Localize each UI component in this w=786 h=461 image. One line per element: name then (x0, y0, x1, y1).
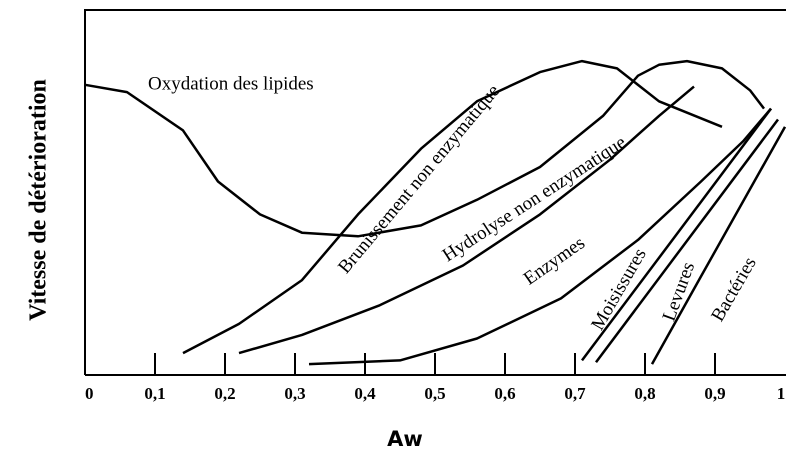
x-tick-label: 1 (777, 384, 786, 403)
curve (594, 118, 780, 363)
x-tick-label: 0,1 (144, 384, 165, 403)
curve-label: Oxydation des lipides (148, 73, 314, 94)
x-tick-label: 0,7 (564, 384, 586, 403)
x-tick-label: 0 (85, 384, 94, 403)
frame (84, 9, 786, 375)
y-axis-label: Vitesse de détérioration (26, 79, 52, 321)
x-tick-label: 0,2 (214, 384, 235, 403)
x-tick-label: 0,3 (284, 384, 305, 403)
curve-label: Brunissement non enzymatique (334, 81, 504, 278)
curve-label: Enzymes (520, 232, 589, 289)
x-tick-label: 0,5 (424, 384, 445, 403)
curve-label: Bactéries (707, 254, 761, 326)
curve (84, 59, 765, 238)
curve (308, 107, 772, 366)
x-tick-label: 0,4 (354, 384, 376, 403)
curve (581, 107, 772, 362)
x-axis-label: Aw (387, 427, 423, 451)
curve (182, 59, 723, 355)
curve-label: Hydrolyse non enzymatique (439, 132, 630, 266)
curve (238, 85, 695, 355)
x-tick-label: 0,9 (704, 384, 725, 403)
x-tick-label: 0,8 (634, 384, 655, 403)
curve (650, 126, 786, 365)
curve-label: Moisissures (587, 245, 651, 334)
x-tick-label: 0,6 (494, 384, 515, 403)
